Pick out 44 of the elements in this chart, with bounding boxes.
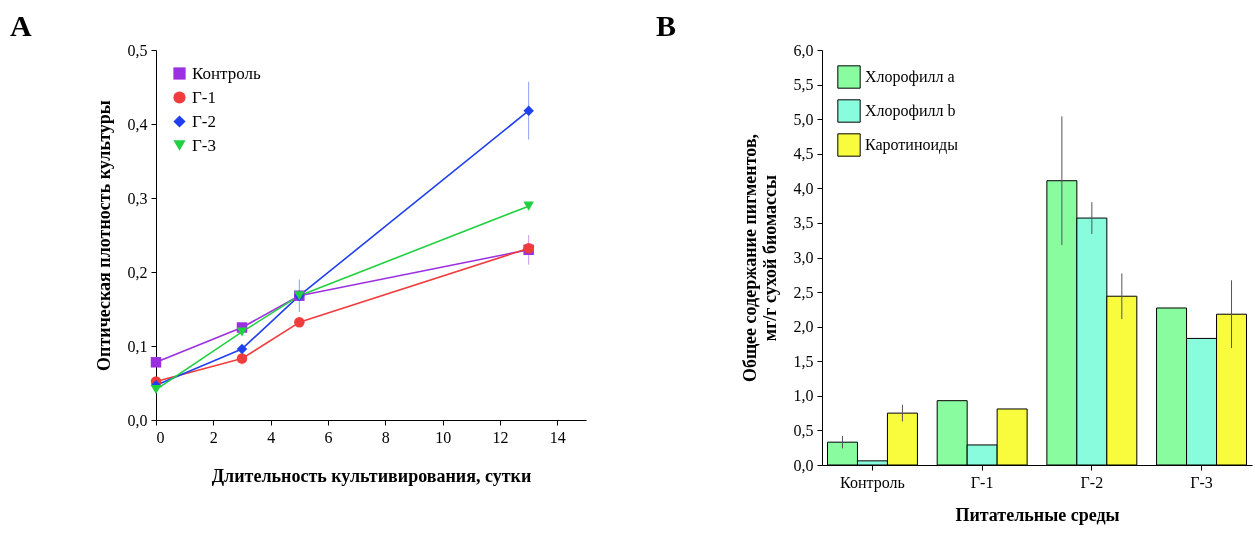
legend-label: Хлорофилл b <box>865 102 956 120</box>
x-tick-label: 6 <box>324 428 333 446</box>
y-tick-label: 4,5 <box>793 145 814 163</box>
y-tick-label: 3,0 <box>793 249 814 266</box>
legend-label: Каротиноиды <box>865 136 959 154</box>
x-tick-label: 0 <box>156 428 165 446</box>
y-tick-label: 0,4 <box>127 115 148 133</box>
x-tick-label: 10 <box>435 428 452 446</box>
chart-title: B <box>656 9 677 42</box>
x-tick-label: Контроль <box>840 473 905 492</box>
chart-title: A <box>10 9 32 42</box>
y-tick-label: 0,0 <box>793 456 814 474</box>
legend-label: Хлорофилл a <box>865 68 955 86</box>
y-tick-label: 0,1 <box>127 337 148 355</box>
y-tick-label: 0,5 <box>127 41 148 59</box>
x-tick-label: 2 <box>209 428 218 446</box>
legend-label: Г-3 <box>192 135 216 155</box>
y-axis-title: Оптическая плотность культуры <box>93 100 114 371</box>
y-tick-label: 0,5 <box>793 421 814 439</box>
y-axis-title: Общее содержание пигментов, мг/г сухой биомассы <box>739 133 780 383</box>
x-axis-title: Питательные среды <box>955 504 1120 525</box>
y-tick-label: 2,0 <box>793 318 814 336</box>
y-tick-label: 2,5 <box>793 283 814 301</box>
y-tick-label: 3,5 <box>793 214 814 232</box>
y-tick-label: 0,0 <box>127 411 148 429</box>
y-tick-label: 4,0 <box>793 179 814 197</box>
x-tick-label: Г-2 <box>1080 473 1104 491</box>
x-tick-label: 4 <box>267 428 276 446</box>
x-axis-title: Длительность культивирования, сутки <box>211 465 532 486</box>
y-tick-label: 0,2 <box>127 263 148 281</box>
y-tick-label: 1,0 <box>793 387 814 405</box>
y-tick-label: 5,5 <box>793 76 814 94</box>
legend-label: Г-2 <box>192 111 216 131</box>
x-tick-label: 12 <box>492 428 509 446</box>
x-tick-label: 8 <box>381 428 390 446</box>
x-tick-label: Г-3 <box>1190 473 1213 491</box>
legend-label: Г-1 <box>192 87 216 107</box>
y-tick-label: 0,3 <box>127 189 148 207</box>
x-tick-label: Г-1 <box>970 473 994 491</box>
y-tick-label: 5,0 <box>793 110 814 128</box>
y-tick-label: 6,0 <box>793 41 814 59</box>
x-tick-label: 14 <box>549 428 566 446</box>
y-tick-label: 1,5 <box>793 352 814 370</box>
legend-label: Контроль <box>192 63 261 83</box>
